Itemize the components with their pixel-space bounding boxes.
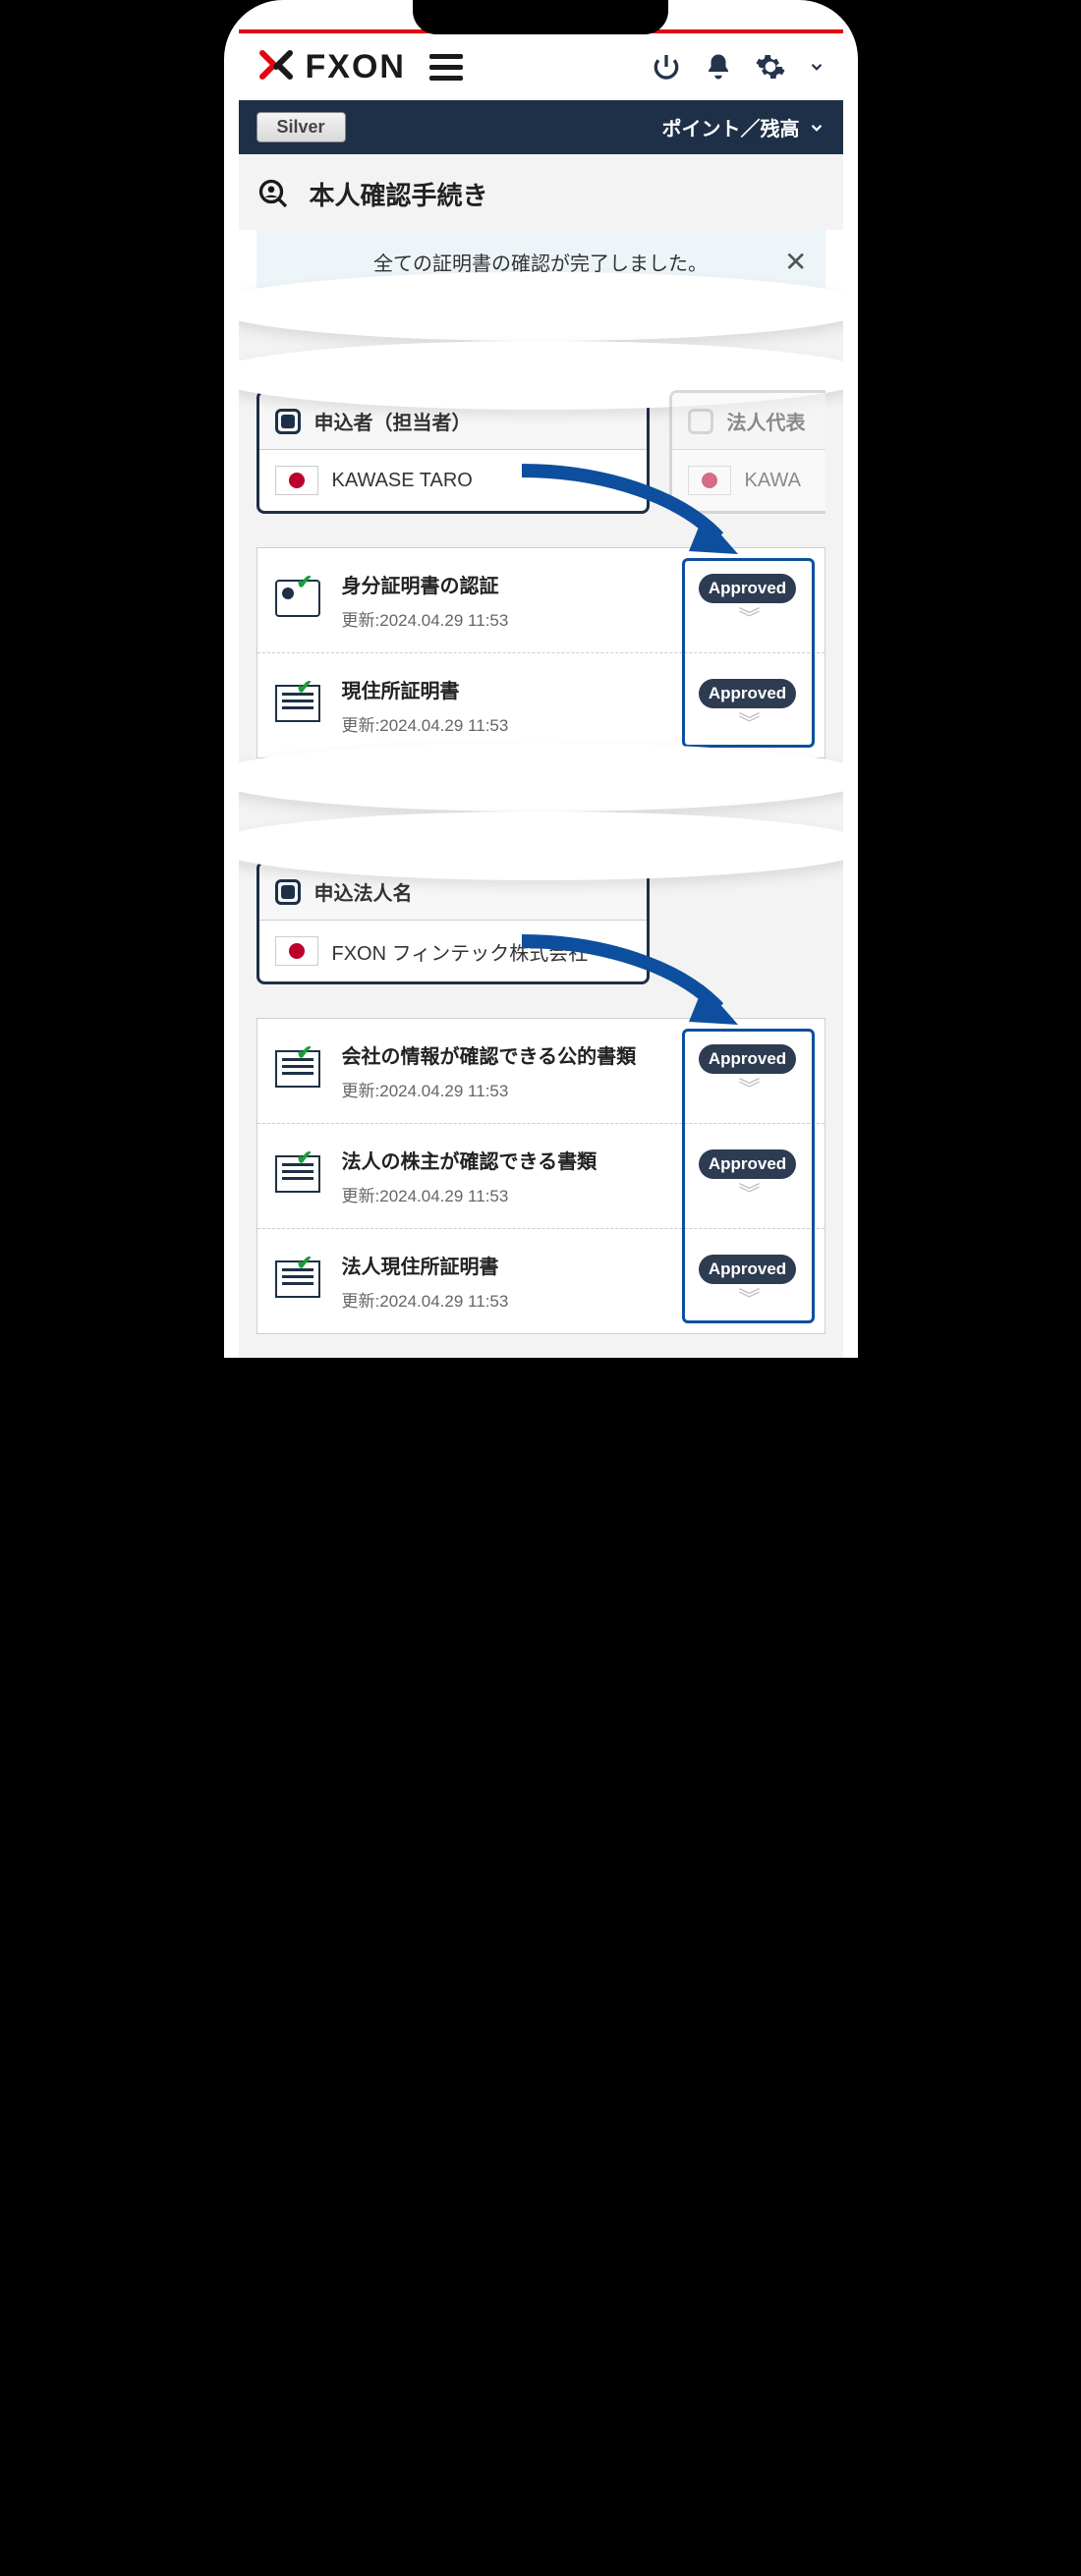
menu-button[interactable] [429, 54, 463, 81]
phone-notch [413, 0, 668, 34]
expand-icon[interactable]: ︾ [738, 1187, 756, 1202]
personal-docs-panel: ✔ 身分証明書の認証 更新:2024.04.29 11:53 Approved … [256, 547, 825, 758]
flag-jp-icon [275, 466, 318, 495]
status-bar: Silver ポイント／残高 [239, 100, 843, 154]
section-break [239, 782, 843, 841]
app-header: FXON [239, 33, 843, 100]
corporate-section: 申込法人名 FXON フィンテック株式会社 [239, 841, 843, 1358]
status-badge: Approved [699, 1149, 796, 1179]
doc-updated: 更新:2024.04.29 11:53 [342, 1077, 671, 1101]
header-actions [651, 51, 825, 83]
logo-mark-icon [256, 47, 296, 86]
phone-frame: FXON Silver [224, 0, 858, 1358]
doc-title: 現住所証明書 [342, 675, 671, 703]
doc-title: 法人の株主が確認できる書類 [342, 1146, 671, 1174]
check-icon: ✔ [297, 1146, 313, 1170]
check-icon: ✔ [297, 570, 313, 594]
expand-icon[interactable]: ︾ [738, 1082, 756, 1096]
power-icon[interactable] [651, 51, 682, 83]
doc-row-corp-address[interactable]: ✔ 法人現住所証明書 更新:2024.04.29 11:53 Approved … [257, 1229, 825, 1333]
checkbox-filled-icon [275, 409, 301, 434]
tab-applicant-label: 申込者（担当者） [314, 407, 472, 435]
identity-verification-icon [256, 177, 292, 212]
doc-updated: 更新:2024.04.29 11:53 [342, 606, 671, 631]
status-badge: Approved [699, 1044, 796, 1074]
applicant-section: 申込者（担当者） KAWASE TARO 法人代表 KAWA [239, 370, 843, 782]
doc-row-shareholder[interactable]: ✔ 法人の株主が確認できる書類 更新:2024.04.29 11:53 Appr… [257, 1124, 825, 1229]
doc-title: 法人現住所証明書 [342, 1251, 671, 1279]
flag-jp-icon [275, 936, 318, 966]
chevron-down-icon[interactable] [808, 58, 825, 76]
status-badge: Approved [699, 679, 796, 708]
bell-icon[interactable] [704, 52, 733, 82]
doc-updated: 更新:2024.04.29 11:53 [342, 1182, 671, 1206]
tab-corporation-label: 申込法人名 [314, 877, 413, 906]
expand-icon[interactable]: ︾ [738, 611, 756, 626]
brand-logo[interactable]: FXON [256, 47, 406, 86]
gear-icon[interactable] [755, 51, 786, 83]
doc-title: 身分証明書の認証 [342, 570, 671, 598]
tier-badge: Silver [256, 112, 346, 142]
section-break [239, 311, 843, 370]
checkbox-empty-icon [688, 409, 713, 434]
expand-icon[interactable]: ︾ [738, 1292, 756, 1307]
status-badge: Approved [699, 1255, 796, 1284]
page-title-row: 本人確認手続き [239, 154, 843, 230]
chevron-down-icon [808, 119, 825, 137]
points-balance-toggle[interactable]: ポイント／残高 [662, 113, 825, 141]
close-icon[interactable]: ✕ [784, 246, 807, 278]
expand-icon[interactable]: ︾ [738, 716, 756, 731]
points-balance-label: ポイント／残高 [662, 113, 800, 141]
page-title: 本人確認手続き [310, 176, 488, 212]
checkbox-filled-icon [275, 879, 301, 905]
tab-representative-label: 法人代表 [727, 407, 806, 435]
applicant-name: KAWASE TARO [332, 470, 473, 492]
doc-updated: 更新:2024.04.29 11:53 [342, 711, 671, 736]
doc-updated: 更新:2024.04.29 11:53 [342, 1287, 671, 1312]
app-screen: FXON Silver [239, 29, 843, 1358]
check-icon: ✔ [297, 1251, 313, 1275]
brand-name: FXON [306, 48, 406, 86]
check-icon: ✔ [297, 1040, 313, 1065]
status-badge: Approved [699, 574, 796, 603]
representative-name: KAWA [745, 470, 801, 492]
check-icon: ✔ [297, 675, 313, 700]
corporate-docs-panel: ✔ 会社の情報が確認できる公的書類 更新:2024.04.29 11:53 Ap… [256, 1018, 825, 1334]
doc-title: 会社の情報が確認できる公的書類 [342, 1040, 671, 1069]
